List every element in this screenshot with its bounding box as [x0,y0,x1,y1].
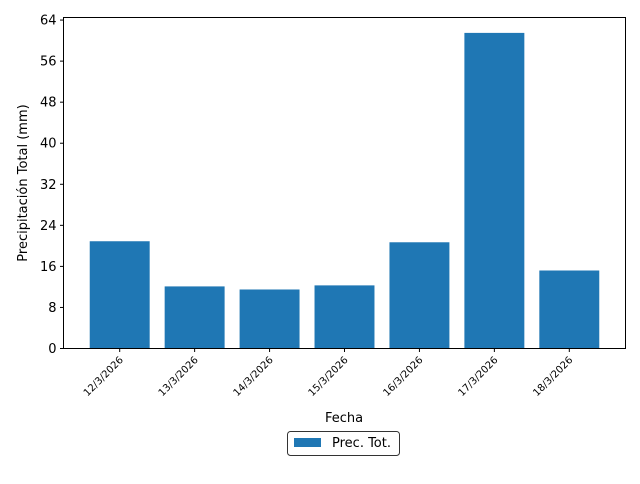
x-tick-label: 12/3/2026 [82,355,126,399]
x-tick-label: 14/3/2026 [232,355,276,399]
x-tick-label: 18/3/2026 [531,355,575,399]
x-axis-label: Fecha [325,411,363,426]
x-tick-label: 13/3/2026 [157,355,201,399]
x-tick-label: 16/3/2026 [382,355,426,399]
legend-swatch [294,438,321,447]
bar-12/3/2026 [89,241,150,349]
y-tick-label: 40 [40,137,57,152]
y-tick-label: 16 [40,260,57,275]
y-tick-label: 56 [40,55,57,70]
legend: Prec. Tot. [287,431,400,456]
legend-frame [287,431,400,456]
y-tick-label: 8 [48,301,56,316]
x-tick-label: 15/3/2026 [307,355,351,399]
bar-13/3/2026 [164,286,225,349]
y-tick-label: 24 [40,219,57,234]
y-tick-label: 32 [40,178,57,193]
y-tick-label: 64 [40,14,57,29]
x-tick-label: 17/3/2026 [456,355,500,399]
y-axis-label: Precipitación Total (mm) [16,104,31,261]
y-tick-label: 48 [40,96,57,111]
bar-14/3/2026 [239,289,300,349]
legend-label: Prec. Tot. [332,436,391,451]
bar-15/3/2026 [314,285,375,349]
bar-18/3/2026 [539,270,600,349]
bar-16/3/2026 [389,242,450,349]
y-tick-label: 0 [48,342,56,357]
bar-17/3/2026 [464,32,525,349]
